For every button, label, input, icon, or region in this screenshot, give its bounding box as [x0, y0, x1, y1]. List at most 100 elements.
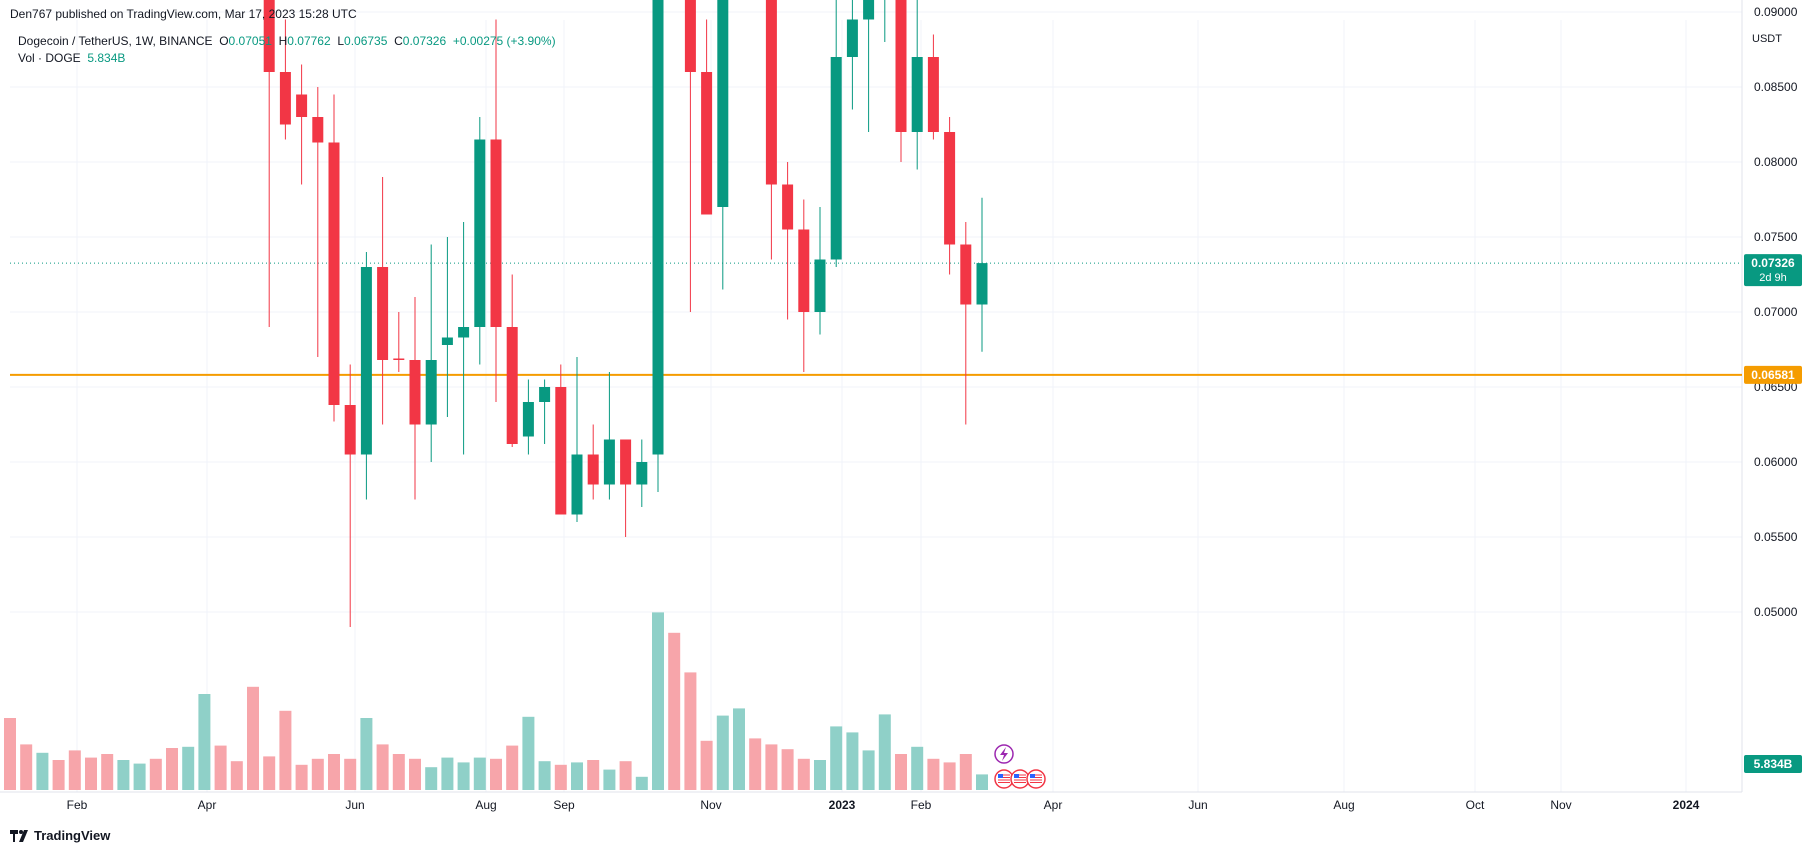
candle — [587, 424, 599, 500]
price-tick-label: 0.07500 — [1754, 230, 1798, 244]
time-tick-label: Nov — [700, 798, 721, 812]
volume-bar — [603, 769, 616, 790]
volume-bar — [214, 745, 227, 790]
candle-body — [636, 462, 648, 485]
time-axis[interactable]: Feb Apr Jun Aug Sep Nov 2023 Feb Apr Jun Aug Oct Nov… — [67, 798, 1700, 812]
candle — [360, 252, 372, 500]
volume-bar — [457, 762, 470, 790]
volume-bar — [328, 754, 340, 790]
candle — [652, 0, 664, 492]
volume-bar — [506, 745, 519, 790]
candle — [976, 197, 988, 352]
volume-bar — [814, 760, 826, 790]
candle-body — [555, 387, 567, 515]
volume-bar — [166, 748, 178, 790]
candle-body — [701, 72, 713, 215]
price-axis[interactable]: 0.050000.055000.060000.065000.070000.075… — [1754, 0, 1798, 619]
flag-canton — [1014, 774, 1019, 778]
candle-body — [830, 57, 842, 260]
candle-body — [765, 0, 777, 185]
candle — [328, 94, 340, 422]
symbol-title: Dogecoin / TetherUS, 1W, BINANCE — [18, 34, 213, 48]
symbol-legend[interactable]: Dogecoin / TetherUS, 1W, BINANCE O0.0705… — [18, 34, 556, 48]
candle — [441, 237, 453, 417]
candle-body — [458, 327, 470, 338]
time-tick-label: Feb — [911, 798, 932, 812]
volume-bar — [20, 744, 33, 790]
us-flag-event-icon[interactable] — [1026, 769, 1046, 789]
footer-brand[interactable]: TradingView — [10, 828, 110, 843]
candle-body — [652, 0, 664, 455]
volume-bar — [797, 758, 810, 790]
volume-tag-label: 5.834B — [1754, 757, 1793, 771]
volume-bar — [36, 752, 49, 790]
volume-bar — [182, 746, 195, 790]
volume-bar — [733, 708, 745, 790]
time-tick-label: Jun — [345, 798, 364, 812]
change-value: +0.00275 (+3.90%) — [452, 34, 556, 48]
footer-brand-label: TradingView — [34, 828, 111, 843]
price-tick-label: 0.08500 — [1754, 80, 1798, 94]
time-tick-label: Sep — [553, 798, 575, 812]
price-tick-label: 0.05000 — [1754, 605, 1798, 619]
candles — [263, 0, 988, 627]
candle-body — [863, 0, 875, 20]
candle — [263, 0, 275, 327]
candle-body — [927, 57, 939, 132]
volume-bar — [247, 686, 259, 790]
candle-body — [490, 139, 502, 327]
price-tag-label: 0.07326 — [1751, 256, 1795, 270]
volume-bar — [781, 749, 794, 790]
candle — [344, 364, 356, 627]
candle-body — [895, 0, 907, 132]
candle-body — [425, 360, 437, 425]
price-tick-label: 0.06000 — [1754, 455, 1798, 469]
volume-bar — [716, 715, 729, 790]
horizontal-levels[interactable] — [10, 0, 1742, 376]
time-tick-label: Nov — [1550, 798, 1571, 812]
candle — [296, 64, 308, 185]
candle-body — [474, 139, 486, 327]
candle-body — [344, 405, 356, 455]
low-label: L — [337, 34, 345, 48]
volume-bar — [878, 714, 891, 790]
published-line: Den767 published on TradingView.com, Mar… — [10, 7, 357, 21]
volume-bar — [765, 744, 778, 790]
volume-bar — [441, 757, 454, 790]
volume-bar — [376, 744, 389, 790]
volume-bar — [198, 694, 211, 790]
candle — [684, 0, 696, 312]
close-label: C — [394, 34, 403, 48]
time-tick-label: Aug — [1333, 798, 1354, 812]
volume-bar — [101, 754, 114, 790]
open-label: O — [219, 34, 229, 48]
flag-canton — [998, 774, 1003, 778]
event-icons[interactable] — [994, 744, 1046, 789]
candle — [884, 0, 886, 42]
time-tick-label: Oct — [1466, 798, 1485, 812]
volume-bar — [684, 672, 697, 790]
candle-body — [539, 387, 551, 402]
time-tick-label: Aug — [475, 798, 496, 812]
candle-body — [911, 57, 923, 132]
price-tag — [1744, 254, 1802, 287]
candle — [506, 274, 518, 447]
price-tick-label: 0.09000 — [1754, 5, 1798, 19]
candle-body — [393, 358, 405, 360]
candle-body — [377, 267, 389, 360]
grid-lines — [0, 0, 1743, 793]
time-tick-label: 2023 — [829, 798, 856, 812]
volume-bar — [360, 718, 373, 790]
volume-bar — [473, 757, 486, 790]
volume-bar — [4, 718, 16, 790]
volume-value: 5.834B — [87, 51, 126, 65]
candle — [603, 372, 615, 500]
candle-body — [360, 267, 372, 455]
candle-body — [798, 229, 810, 312]
candle — [312, 87, 324, 357]
volume-bar — [554, 764, 567, 790]
candle-body — [296, 94, 308, 117]
volume-legend[interactable]: Vol · DOGE 5.834B — [18, 51, 125, 65]
countdown-label: 2d 9h — [1759, 272, 1787, 284]
